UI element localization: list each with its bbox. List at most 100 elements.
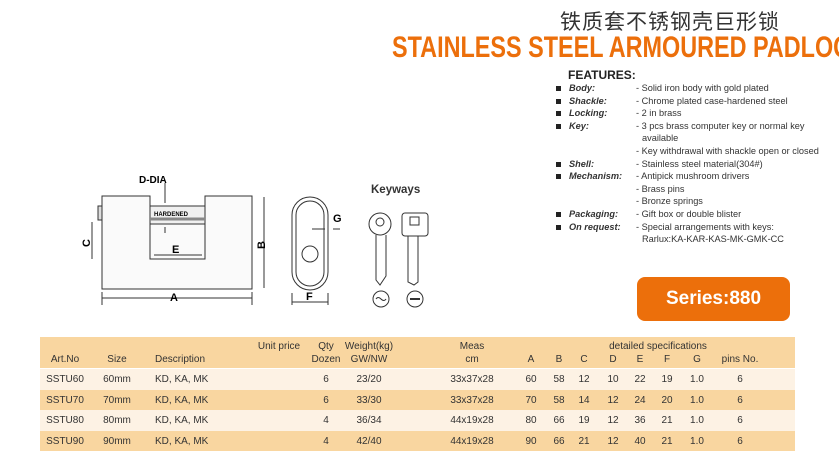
cell-c: 21 <box>578 435 590 447</box>
cell-d: 12 <box>607 394 619 406</box>
cell-a: 60 <box>525 374 537 385</box>
keyways-title: Keyways <box>371 184 421 196</box>
feature-value: Rarlux:KA-KAR-KAS-MK-GMK-CC <box>642 234 784 245</box>
feature-value: - Antipick mushroom drivers <box>636 171 750 182</box>
cell-c: 12 <box>578 374 590 385</box>
key-2 <box>401 212 429 237</box>
feature-value: - Solid iron body with gold plated <box>636 83 769 93</box>
col-description: Description <box>155 354 206 365</box>
feature-value: - Bronze springs <box>636 196 703 207</box>
label-g: G <box>333 213 342 225</box>
col-qty-unit: Dozen <box>311 354 341 365</box>
cell-art-no: SSTU90 <box>46 435 84 447</box>
cell-g: 1.0 <box>690 394 704 406</box>
col-pins: pins No. <box>721 354 759 365</box>
col-spec-group: detailed specifications <box>609 341 707 352</box>
label-f: F <box>306 291 313 303</box>
cell-b: 66 <box>553 415 565 426</box>
feature-label: Body: <box>569 83 596 93</box>
cell-size: 70mm <box>103 394 131 406</box>
cell-b: 58 <box>553 394 565 406</box>
cell-weight: 33/30 <box>356 394 382 406</box>
feature-label: Shackle: <box>569 95 607 106</box>
col-qty: Qty <box>318 341 334 352</box>
cell-qty: 4 <box>323 415 329 426</box>
title-chinese: 铁质套不锈钢壳巨形锁 <box>560 10 780 34</box>
cell-art-no: SSTU70 <box>46 394 84 406</box>
cell-pins: 6 <box>737 394 743 406</box>
cell-e: 40 <box>634 435 646 447</box>
col-unit-price: Unit price <box>257 341 301 352</box>
cell-g: 1.0 <box>690 374 704 385</box>
label-b: B <box>256 241 268 249</box>
padlock-diagram: D-DIA HARDENED A B C E F G <box>81 175 429 308</box>
feature-value: available <box>642 133 679 144</box>
cell-description: KD, KA, MK <box>155 374 209 385</box>
col-meas-unit: cm <box>465 354 479 365</box>
col-c: C <box>580 354 588 365</box>
table-row: SSTU90 90mm KD, KA, MK 4 42/40 44x19x28 90 66 21… <box>40 430 795 451</box>
label-hardened: HARDENED <box>154 212 189 218</box>
col-b: B <box>555 354 563 365</box>
col-a: A <box>527 354 535 365</box>
features-title: FEATURES: <box>568 68 636 82</box>
col-d: D <box>609 354 617 365</box>
cell-weight: 23/20 <box>356 374 382 385</box>
cell-meas: 33x37x28 <box>450 394 494 406</box>
cell-size: 90mm <box>103 435 131 447</box>
col-meas: Meas <box>459 341 485 352</box>
cell-d: 12 <box>607 435 619 447</box>
feature-value: - 2 in brass <box>636 108 682 119</box>
feature-label: Shell: <box>569 158 595 169</box>
feature-label: On request: <box>569 221 621 232</box>
cell-b: 58 <box>553 374 565 385</box>
cell-size: 60mm <box>103 374 131 385</box>
feature-value: - Key withdrawal with shackle open or cl… <box>636 145 819 156</box>
bullet-icon <box>556 224 561 230</box>
bullet-icon <box>556 174 561 180</box>
bullet-icon <box>556 98 561 104</box>
cell-description: KD, KA, MK <box>155 415 209 426</box>
feature-label: Mechanism: <box>569 171 623 182</box>
cell-pins: 6 <box>737 374 743 385</box>
cell-e: 22 <box>634 374 646 385</box>
label-d-dia: D-DIA <box>139 175 167 186</box>
table-header: Art.No Size Description Unit price Qty D… <box>40 337 795 368</box>
cell-description: KD, KA, MK <box>155 394 209 406</box>
feature-label: Key: <box>569 120 589 131</box>
cell-art-no: SSTU60 <box>46 374 84 385</box>
col-weight: Weight(kg) <box>344 341 394 352</box>
col-f: F <box>663 354 671 365</box>
feature-label: Packaging: <box>569 209 619 219</box>
cell-c: 14 <box>578 394 590 406</box>
bullet-icon <box>556 161 561 167</box>
cell-meas: 44x19x28 <box>450 435 494 447</box>
feature-value: - Chrome plated case-hardened steel <box>636 95 788 106</box>
col-art-no: Art.No <box>50 354 80 365</box>
feature-value: - Gift box or double blister <box>636 209 742 219</box>
table-row: SSTU70 70mm KD, KA, MK 6 33/30 33x37x28 70 58 14… <box>40 389 795 410</box>
label-e: E <box>172 244 179 256</box>
label-c: C <box>81 239 93 247</box>
cell-e: 24 <box>634 394 646 406</box>
col-weight-unit: GW/NW <box>350 354 388 365</box>
feature-value: - Special arrangements with keys: <box>636 221 774 232</box>
cell-d: 12 <box>607 415 619 426</box>
cell-weight: 42/40 <box>356 435 382 447</box>
cell-qty: 6 <box>323 374 329 385</box>
bullet-icon <box>556 86 561 91</box>
cell-f: 21 <box>661 415 673 426</box>
table-row: SSTU80 80mm KD, KA, MK 4 36/34 44x19x28 80 66 19… <box>40 410 795 431</box>
cell-a: 80 <box>525 415 537 426</box>
cell-meas: 33x37x28 <box>450 374 494 385</box>
bullet-icon <box>556 123 561 129</box>
cell-a: 90 <box>525 435 537 447</box>
feature-label: Locking: <box>569 108 608 119</box>
table-row: SSTU60 60mm KD, KA, MK 6 23/20 33x37x28 60 58 12… <box>40 369 795 390</box>
bullet-icon <box>556 111 561 117</box>
col-size: Size <box>107 354 127 365</box>
cell-g: 1.0 <box>690 435 704 447</box>
cell-weight: 36/34 <box>356 415 382 426</box>
cell-b: 66 <box>553 435 565 447</box>
